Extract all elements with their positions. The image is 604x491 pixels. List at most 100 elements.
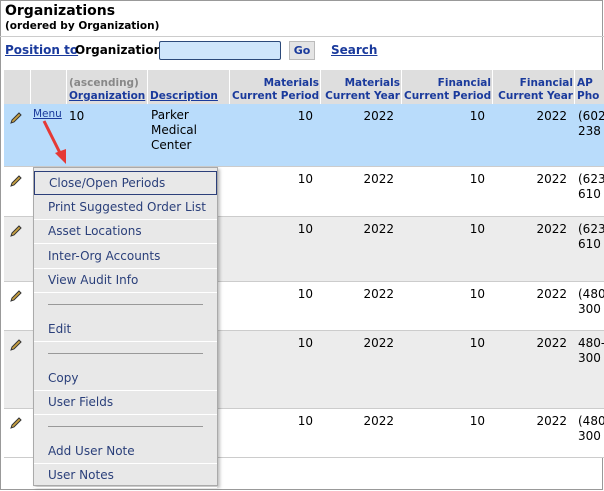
menu-item-label: Close/Open Periods [49,176,166,190]
cell-number: 10 [297,172,313,186]
cell-number: 10 [297,109,313,123]
column-top: Financial [437,77,491,89]
cell-number: 10 [297,414,313,428]
cell-number: 10 [297,287,313,301]
phone: (480 [578,414,604,428]
cell-number: 10 [469,172,485,186]
col-sep [574,70,575,104]
menu-item-label: Edit [48,322,72,336]
phone: 480- [578,336,604,350]
edit-icon[interactable] [9,173,23,187]
column-header: Current Year [498,90,573,102]
menu-item[interactable]: User Notes [34,464,217,489]
menu-item-label: Add User Note [48,443,135,458]
cell-number: 10 [469,109,485,123]
cell-number: 2022 [536,222,567,236]
menu-separator [48,425,203,427]
column-header: Current Period [232,90,320,102]
context-menu: Close/Open Periods Print Suggested Order … [33,167,218,489]
cell-number: 10 [297,336,313,350]
menu-item[interactable]: Add User Note [34,440,217,464]
col-sep [320,70,321,104]
edit-icon[interactable] [9,415,23,429]
position-input[interactable] [159,41,281,60]
cell-number: 2022 [363,109,394,123]
column-top: Materials [344,77,400,89]
column-top: AP [577,77,593,89]
menu-item[interactable]: Asset Locations [34,220,217,245]
phone: (623 [578,172,604,186]
menu-link[interactable]: Menu [33,108,62,120]
pointer-arrow [42,120,63,156]
go-button[interactable]: Go [289,41,315,60]
search-link[interactable]: Search [331,43,378,57]
menu-item-label: Inter-Org Accounts [48,248,161,263]
cell-number: 2022 [536,109,567,123]
cell-number: 2022 [363,336,394,350]
phone: (602 [578,109,604,123]
description: Parker Medical Center [151,108,197,152]
cell-number: 10 [297,222,313,236]
column-header[interactable]: Organization [69,90,146,102]
page-subtitle: (ordered by Organization) [5,20,160,32]
phone: 610 [578,237,601,251]
cell-number: 2022 [536,414,567,428]
field-label: Organization [75,43,163,57]
menu-item-label: Asset Locations [48,224,142,239]
column-header: Pho [577,90,600,102]
phone: 610 [578,187,601,201]
menu-item[interactable]: Copy [34,367,217,391]
menu-item-label: View Audit Info [48,273,139,288]
phone: (480 [578,287,604,301]
cell-number: 10 [469,336,485,350]
cell-number: 2022 [363,172,394,186]
menu-item[interactable]: Close/Open Periods [34,171,217,195]
col-sep [66,70,67,104]
cell-number: 2022 [536,287,567,301]
cell-number: 10 [469,222,485,236]
position-to-link[interactable]: Position to [5,43,79,57]
phone: 238 [578,124,601,138]
menu-item-label: User Fields [48,395,114,410]
menu-item-label: Copy [48,370,79,385]
phone: 300 [578,351,601,365]
edit-icon[interactable] [9,337,23,351]
edit-icon[interactable] [9,288,23,302]
menu-item[interactable]: View Audit Info [34,269,217,294]
column-top: (ascending) [69,77,139,89]
cell-number: 2022 [536,172,567,186]
cell-number: 2022 [536,336,567,350]
organization: 10 [69,109,85,123]
edit-icon[interactable] [9,223,23,237]
col-sep [492,70,493,104]
menu-separator [48,352,203,354]
edit-icon[interactable] [9,110,23,124]
divider [0,36,604,37]
cell-number: 2022 [363,222,394,236]
phone: 300 [578,302,601,316]
pointer-arrow-head [55,149,66,164]
cell-number: 2022 [363,414,394,428]
column-header: Current Period [404,90,492,102]
phone: (623 [578,222,604,236]
menu-item[interactable]: Inter-Org Accounts [34,245,217,269]
menu-item[interactable]: User Fields [34,391,217,416]
col-sep [401,70,402,104]
col-sep [229,70,230,104]
menu-item-label: Print Suggested Order List [48,199,206,214]
col-sep [30,70,31,104]
column-header: Current Year [325,90,400,102]
column-header[interactable]: Description [150,90,218,102]
cell-number: 2022 [363,287,394,301]
cell-number: 10 [469,287,485,301]
menu-item-label: User Notes [48,468,114,483]
phone: 300 [578,429,601,443]
col-sep [147,70,148,104]
table-row [4,104,604,167]
page-title: Organizations [5,3,116,19]
cell-number: 10 [469,414,485,428]
menu-item[interactable]: Edit [34,318,217,342]
menu-item[interactable]: Print Suggested Order List [34,196,217,220]
